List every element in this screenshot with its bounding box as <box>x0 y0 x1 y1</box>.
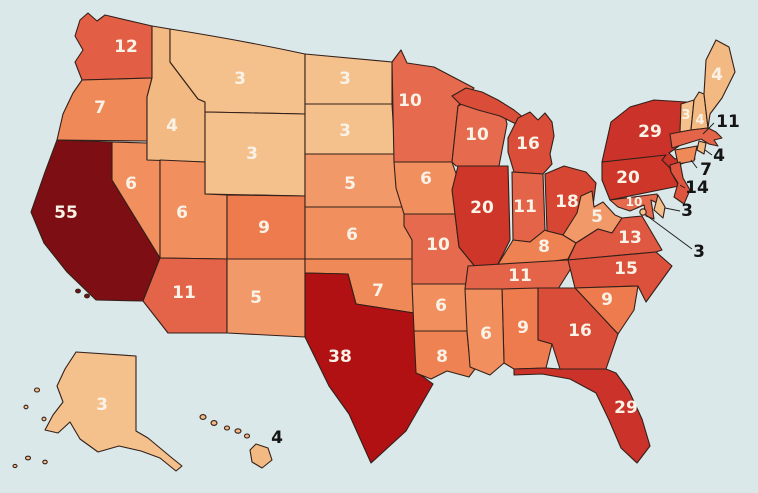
state-washington[interactable] <box>74 12 153 81</box>
alaska-island <box>42 459 48 465</box>
alaska-island <box>12 463 18 469</box>
state-kansas[interactable] <box>304 206 413 260</box>
hawaii-island[interactable] <box>210 420 218 426</box>
state-colorado[interactable] <box>226 194 306 260</box>
state-maine[interactable] <box>703 39 736 129</box>
channel-island <box>75 288 81 294</box>
callout-connecticut-line <box>690 159 698 169</box>
state-delaware[interactable] <box>653 194 666 219</box>
state-new-jersey[interactable] <box>669 161 691 205</box>
state-texas[interactable] <box>304 272 434 464</box>
hawaii-island[interactable] <box>199 414 207 420</box>
alaska-island <box>33 387 41 393</box>
callout-new-jersey-line <box>679 184 686 189</box>
state-alabama[interactable] <box>501 287 553 370</box>
state-connecticut[interactable] <box>674 145 698 165</box>
state-rhode-island[interactable] <box>696 140 707 155</box>
callout-district-of-columbia-line <box>645 214 693 250</box>
state-shapes <box>12 12 736 472</box>
alaska-island <box>23 404 29 410</box>
state-new-mexico[interactable] <box>226 258 306 338</box>
callout-massachusetts-line <box>702 122 715 135</box>
state-arkansas[interactable] <box>411 283 472 332</box>
state-district-of-columbia[interactable] <box>639 208 647 216</box>
state-iowa[interactable] <box>393 161 462 215</box>
alaska-island <box>24 455 32 461</box>
state-michigan[interactable] <box>507 111 555 175</box>
alaska-island <box>41 416 47 422</box>
state-south-dakota[interactable] <box>304 103 396 155</box>
callout-delaware-line <box>664 207 681 212</box>
state-north-dakota[interactable] <box>304 53 393 105</box>
state-massachusetts[interactable] <box>669 127 723 149</box>
state-mississippi[interactable] <box>464 288 505 376</box>
hawaii-big-island[interactable] <box>249 443 273 469</box>
state-wyoming[interactable] <box>204 111 306 197</box>
channel-island <box>84 293 90 299</box>
callout-rhode-island-line <box>704 149 713 156</box>
hawaii-island[interactable] <box>243 433 251 439</box>
hawaii-island[interactable] <box>234 428 242 434</box>
state-florida[interactable] <box>513 367 651 464</box>
state-arizona[interactable] <box>142 257 228 334</box>
hawaii-island[interactable] <box>223 425 231 431</box>
state-indiana[interactable] <box>511 171 546 243</box>
state-tennessee[interactable] <box>464 259 576 290</box>
state-alaska[interactable] <box>44 351 183 472</box>
state-new-york[interactable] <box>601 99 696 169</box>
state-montana[interactable] <box>169 28 306 115</box>
